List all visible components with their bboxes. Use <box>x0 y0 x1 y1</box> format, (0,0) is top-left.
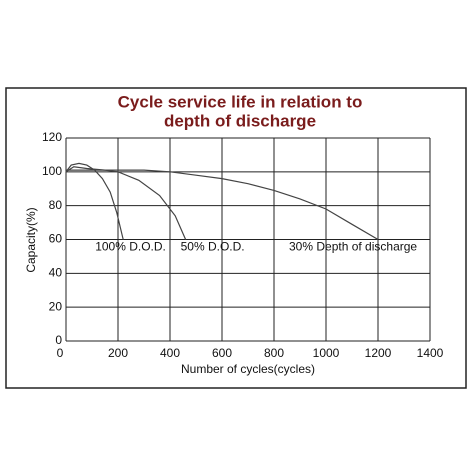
series-label: 50% D.O.D. <box>181 240 245 254</box>
x-tick-label: 200 <box>108 346 128 360</box>
y-tick-label: 100 <box>42 164 62 178</box>
x-tick-label: 1200 <box>365 346 392 360</box>
x-tick-label: 800 <box>264 346 284 360</box>
x-tick-label: 0 <box>57 346 64 360</box>
y-tick-label: 120 <box>42 130 62 144</box>
y-tick-label: 80 <box>49 198 63 212</box>
chart-title: depth of discharge <box>164 111 316 130</box>
series-line <box>66 169 379 241</box>
series-line <box>65 166 187 240</box>
chart-title: Cycle service life in relation to <box>118 92 363 111</box>
y-tick-label: 0 <box>55 333 62 347</box>
x-tick-label: 1000 <box>313 346 340 360</box>
y-tick-label: 20 <box>49 299 63 313</box>
x-tick-label: 600 <box>212 346 232 360</box>
series-label: 100% D.O.D. <box>95 240 166 254</box>
y-axis-label: Capacity(%) <box>24 207 38 272</box>
x-tick-label: 400 <box>160 346 180 360</box>
x-axis-label: Number of cycles(cycles) <box>181 362 315 376</box>
y-tick-label: 60 <box>49 232 63 246</box>
series-line <box>65 162 124 240</box>
y-tick-label: 40 <box>49 266 63 280</box>
frame <box>5 87 467 389</box>
x-tick-label: 1400 <box>417 346 444 360</box>
series-label: 30% Depth of discharge <box>289 240 417 254</box>
